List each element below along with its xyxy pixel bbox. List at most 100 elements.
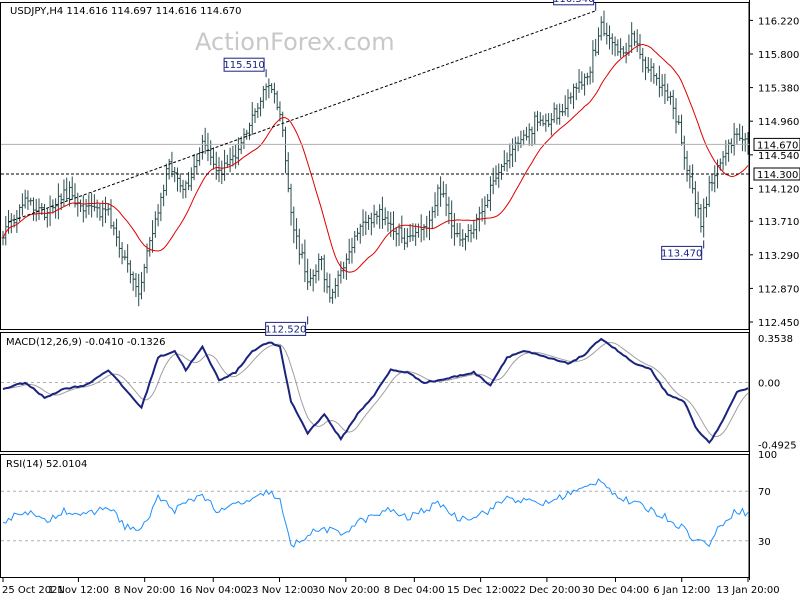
price-bar	[732, 122, 736, 156]
watermark: ActionForex.com	[195, 28, 395, 56]
y-tick-label: 116.220	[758, 16, 799, 27]
price-bar	[175, 167, 179, 192]
price-bar	[713, 165, 717, 193]
price-bar	[26, 190, 30, 210]
price-bar	[245, 129, 249, 140]
price-bar	[522, 129, 526, 146]
ohlc-high-value: 114.697	[111, 6, 152, 17]
price-bar	[250, 102, 254, 135]
price-bar	[452, 213, 456, 246]
price-bar	[450, 200, 454, 239]
price-bar	[350, 237, 354, 264]
price-bar	[142, 263, 146, 292]
price-bar	[195, 153, 199, 174]
price-bar	[599, 16, 603, 41]
price-bar	[278, 101, 282, 122]
price-bar	[383, 207, 387, 226]
price-bar	[62, 179, 66, 207]
x-tick-label: 22 Dec 20:00	[513, 585, 580, 596]
price-bar	[20, 193, 24, 216]
price-bar	[505, 152, 509, 172]
price-bar	[134, 272, 138, 298]
price-bar	[646, 56, 650, 73]
y-tick-label: 112.870	[758, 284, 799, 295]
price-bar	[727, 139, 731, 162]
rsi-line	[2, 478, 749, 548]
price-bar	[317, 253, 321, 281]
current-price-tag	[753, 137, 800, 151]
price-bar	[261, 85, 265, 109]
price-bar	[472, 219, 476, 239]
price-bar	[464, 233, 468, 251]
price-bar	[203, 127, 207, 154]
price-bar	[170, 151, 174, 178]
price-bar	[322, 254, 326, 293]
price-bar	[702, 198, 706, 238]
price-bar	[1, 230, 5, 246]
price-bar	[619, 38, 623, 59]
y-tick-label: 113.710	[758, 217, 799, 228]
price-bar	[43, 203, 47, 221]
price-bar	[743, 132, 747, 152]
price-bar	[90, 192, 94, 218]
x-tick-label: 6 Jan 12:00	[653, 585, 710, 596]
price-bar	[48, 195, 52, 227]
price-bar	[355, 227, 359, 241]
price-bar	[231, 145, 235, 167]
price-bar	[198, 147, 202, 166]
y-tick-label: 114.540	[758, 151, 799, 162]
price-bar	[632, 30, 636, 47]
y-tick-label: 115.800	[758, 50, 799, 61]
price-bar	[364, 211, 368, 236]
price-bar	[95, 199, 99, 218]
price-bar	[173, 166, 177, 183]
price-bar	[375, 210, 379, 225]
rsi-title: RSI(14) 52.0104	[6, 459, 87, 470]
price-bar	[272, 82, 276, 104]
price-bar	[81, 195, 85, 223]
price-bar	[466, 224, 470, 242]
price-bar	[123, 250, 127, 261]
price-bar	[228, 147, 232, 173]
price-bar	[126, 244, 130, 273]
price-bar	[394, 227, 398, 247]
price-bar	[475, 213, 479, 240]
price-bar	[710, 173, 714, 192]
price-bar	[594, 38, 598, 57]
price-bar	[602, 10, 606, 37]
price-bar	[120, 241, 124, 265]
price-bar	[4, 216, 8, 246]
price-bar	[283, 126, 287, 174]
price-bar	[583, 73, 587, 96]
macd-title: MACD(12,26,9) -0.0410 -0.1326	[6, 337, 166, 348]
price-bar	[347, 238, 351, 265]
price-bar	[275, 90, 279, 111]
x-tick-label: 23 Nov 12:00	[246, 585, 313, 596]
annotation-label: 113.470	[661, 248, 702, 259]
price-bar	[300, 243, 304, 259]
price-bar	[367, 214, 371, 230]
price-bar	[458, 223, 462, 247]
y-tick-label: 114.120	[758, 184, 799, 195]
price-bar	[187, 172, 191, 191]
price-bar	[563, 95, 567, 116]
annotation-label: 112.520	[265, 324, 306, 335]
price-bar	[494, 165, 498, 186]
price-bar	[109, 199, 113, 229]
x-tick-label: 30 Nov 20:00	[312, 585, 379, 596]
price-bar	[497, 163, 501, 188]
price-bar	[325, 272, 329, 294]
price-bar	[428, 210, 432, 241]
y-tick-label: 113.290	[758, 251, 799, 262]
price-bar	[605, 22, 609, 45]
price-bar	[652, 62, 656, 84]
price-bar	[239, 136, 243, 155]
price-bar	[339, 261, 343, 284]
price-bar	[524, 126, 528, 141]
price-bar	[139, 271, 143, 300]
price-bar	[657, 65, 661, 98]
price-bar	[369, 212, 373, 236]
price-bar	[500, 163, 504, 180]
price-bar	[45, 207, 49, 228]
